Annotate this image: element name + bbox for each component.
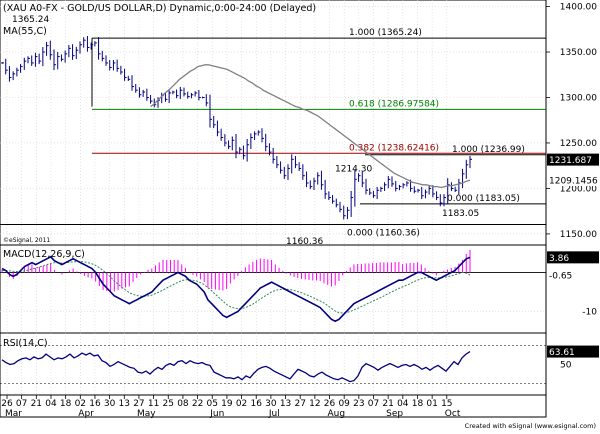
date-tick-label: 21 <box>382 399 393 409</box>
price-tick-label: 1200.00 <box>560 184 597 194</box>
rsi-layer <box>0 345 546 384</box>
rsi-last-label: 63.61 <box>549 348 575 358</box>
fib-level-label: 0.000 (1183.05) <box>447 194 520 204</box>
date-tick-label: 13 <box>119 399 130 409</box>
label-layer: 1365.24 1214.30 1183.05 1160.36 1231.687 1209… <box>12 15 599 358</box>
rsi-label: RSI(14,C) <box>3 338 48 349</box>
fib-level-label: 1.000 (1365.24) <box>349 28 422 38</box>
date-tick-label: 02 <box>75 399 86 409</box>
date-tick-label: 01 <box>426 399 437 409</box>
ma-label: MA(55,C) <box>3 26 47 37</box>
last-price-label: 1231.687 <box>549 156 592 166</box>
date-tick-label: 21 <box>31 399 42 409</box>
month-label: Aug <box>328 409 346 419</box>
date-tick-label: 05 <box>207 399 218 409</box>
annotation-high: 1365.24 <box>12 15 49 25</box>
price-tick-label: 1400.00 <box>560 3 597 13</box>
macd-line <box>1 255 471 323</box>
date-tick-label: 26 <box>324 399 336 409</box>
date-tick-label: 16 <box>89 399 101 409</box>
date-tick-label: 13 <box>280 399 291 409</box>
date-tick-label: 07 <box>16 399 27 409</box>
rsi-line <box>1 351 471 383</box>
date-tick-label: 19 <box>221 399 233 409</box>
price-tick-label: 1250.00 <box>560 139 597 149</box>
date-tick-label: 04 <box>45 399 57 409</box>
annotation-low-aug: 1160.36 <box>286 237 323 247</box>
month-label: Jul <box>268 409 280 419</box>
date-tick-label: 22 <box>192 399 203 409</box>
macd-last-label-box <box>547 251 599 264</box>
ma-last-label-box <box>547 174 599 187</box>
ma-line <box>150 64 471 189</box>
price-layer <box>1 36 472 220</box>
signal-last-label: -0.65 <box>549 271 572 281</box>
month-label: Sep <box>386 409 403 419</box>
rsi-last-label-box <box>547 345 599 358</box>
last-price-label-box <box>547 153 599 166</box>
date-tick-label: 08 <box>177 399 189 409</box>
date-tick-label: 15 <box>441 399 452 409</box>
price-tick-label: 1150.00 <box>560 230 597 240</box>
rsi-tick-label: 50 <box>560 361 572 371</box>
signal-last-label-box <box>547 268 599 281</box>
date-tick-label: 25 <box>163 399 174 409</box>
date-tick-label: 18 <box>412 399 424 409</box>
date-tick-label: 02 <box>236 399 247 409</box>
month-label: May <box>137 409 156 419</box>
annotation-swing: 1214.30 <box>335 164 372 174</box>
price-tick-label: 1300.00 <box>560 93 597 103</box>
fib-layer: 1.000 (1365.24) 0.618 (1286.97584) 0.382 (… <box>0 28 546 238</box>
fib-level-label: 0.000 (1160.36) <box>347 228 420 238</box>
date-tick-label: 16 <box>250 399 262 409</box>
macd-layer <box>0 249 546 323</box>
price-tick-label: 1350.00 <box>560 48 597 58</box>
annotation-low-oct: 1183.05 <box>442 209 479 219</box>
date-tick-label: 04 <box>397 399 409 409</box>
date-tick-label: 30 <box>104 399 116 409</box>
macd-label: MACD(12,26,9,C) <box>3 249 85 260</box>
date-tick-label: 26 <box>1 399 13 409</box>
macd-last-label: 3.86 <box>549 254 569 264</box>
month-label: Jun <box>209 409 224 419</box>
date-tick-label: 18 <box>60 399 72 409</box>
fib-level-label: 1.000 (1236.99) <box>452 145 525 155</box>
date-tick-label: 11 <box>148 399 159 409</box>
date-axis-frame <box>0 394 547 418</box>
signal-line <box>2 261 471 314</box>
date-tick-label: 12 <box>309 399 320 409</box>
axis-layer: 26 07 21 04 18 02 16 30 13 27 11 25 08 22 05 19 02 16 30 13… <box>1 3 597 419</box>
footer-credit: Created with eSignal (www.esignal.com) <box>465 422 596 430</box>
fib-level-label: 0.382 (1238.62416) <box>349 143 439 153</box>
date-tick-label: 30 <box>265 399 277 409</box>
macd-tick-label: -10 <box>582 307 597 317</box>
chart-title: (XAU A0-FX - GOLD/US DOLLAR,D) Dynamic,0… <box>3 3 316 14</box>
date-tick-label: 27 <box>294 399 305 409</box>
month-label: Oct <box>445 409 461 419</box>
date-tick-label: 23 <box>353 399 364 409</box>
date-tick-label: 27 <box>133 399 144 409</box>
fib-level-label: 0.618 (1286.97584) <box>349 99 439 109</box>
month-label: Mar <box>5 409 22 419</box>
grid-layer <box>0 0 546 395</box>
ma-last-label: 1209.1456 <box>549 177 598 187</box>
month-label: Apr <box>78 409 94 419</box>
date-tick-label: 09 <box>338 399 350 409</box>
date-tick-label: 07 <box>368 399 379 409</box>
watermark: ©eSignal, 2011 <box>3 237 50 244</box>
